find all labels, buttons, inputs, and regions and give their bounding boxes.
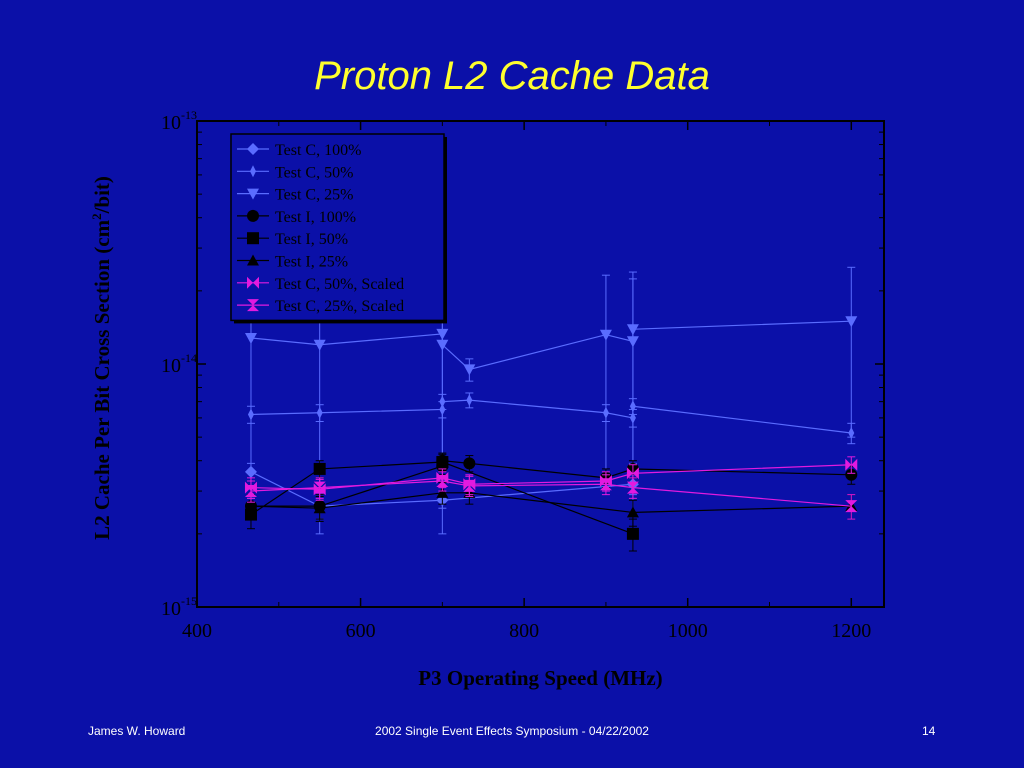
data-point: [599, 329, 612, 341]
y-tick-label: 10-14: [161, 351, 197, 377]
y-tick-label: 10-15: [161, 594, 197, 620]
series-test-c-50: [246, 392, 856, 445]
series-line: [250, 492, 852, 514]
legend-item-test-i-100: Test I, 100%: [237, 209, 356, 226]
legend-box: [230, 133, 445, 322]
data-point: [626, 467, 633, 480]
data-point: [626, 481, 639, 488]
legend-label: Test I, 25%: [275, 254, 348, 271]
legend-label: Test I, 50%: [275, 231, 348, 248]
series-line: [250, 461, 634, 535]
x-tick-label: 800: [509, 620, 539, 642]
data-point: [313, 502, 326, 514]
legend-swatch-marker: [247, 276, 253, 289]
data-point-half: [313, 487, 326, 494]
series-line: [250, 320, 852, 371]
legend-swatch-marker: [247, 188, 259, 200]
data-point-half: [244, 491, 257, 498]
legend-swatch-marker-half: [253, 276, 259, 289]
x-axis-title: P3 Operating Speed (MHz): [418, 666, 662, 690]
data-point: [436, 339, 449, 351]
data-point: [244, 500, 257, 512]
legend-swatch-marker: [247, 254, 259, 266]
x-tick-label: 1000: [668, 620, 708, 642]
data-point-half: [626, 487, 639, 494]
data-point: [466, 394, 473, 407]
y-axis-title: L2 Cache Per Bit Cross Section (cm2/bit): [89, 176, 114, 540]
series-line: [250, 399, 852, 434]
legend-item-test-i-25: Test I, 25%: [237, 254, 348, 271]
legend-item-test-i-50: Test I, 50%: [237, 231, 348, 248]
data-point-half: [463, 485, 476, 492]
data-point: [626, 324, 639, 336]
legend-label: Test C, 25%, Scaled: [275, 298, 404, 315]
data-point: [845, 316, 858, 328]
legend-item-test-c-25: Test C, 25%: [237, 187, 353, 204]
legend-swatch-marker-half: [247, 305, 259, 312]
series-test-c-25-scaled: [244, 471, 858, 520]
legend-label: Test C, 50%: [275, 164, 353, 181]
data-point: [599, 478, 612, 485]
slide-title: Proton L2 Cache Data: [314, 54, 710, 98]
footer-event: 2002 Single Event Effects Symposium - 04…: [375, 724, 649, 738]
x-tick-label: 400: [182, 620, 212, 642]
data-point: [313, 481, 326, 488]
legend-swatch-marker: [247, 299, 259, 306]
data-point-half: [845, 506, 858, 513]
data-point-half: [436, 481, 449, 488]
data-point-half: [851, 458, 858, 471]
y-tick-label: 10-13: [161, 108, 197, 134]
legend-label: Test I, 100%: [275, 209, 356, 226]
x-tick-label: 1200: [831, 620, 871, 642]
legend-item-test-c-25-scaled: Test C, 25%, Scaled: [237, 298, 404, 315]
series-test-i-25: [244, 482, 858, 527]
data-point: [313, 339, 326, 351]
data-point: [463, 457, 476, 470]
data-point: [313, 462, 326, 475]
legend-label: Test C, 50%, Scaled: [275, 276, 404, 293]
legend-label: Test C, 100%: [275, 142, 361, 159]
legend-swatch-marker: [247, 232, 259, 245]
series-test-c-50-scaled: [244, 456, 858, 501]
footer-author: James W. Howard: [88, 724, 186, 738]
data-point: [626, 527, 639, 540]
legend-item-test-c-100: Test C, 100%: [237, 142, 361, 159]
data-point: [463, 479, 476, 486]
data-point: [244, 332, 257, 344]
footer-page-number: 14: [922, 724, 936, 738]
data-point: [436, 486, 449, 498]
data-point: [845, 468, 858, 481]
data-point: [436, 456, 449, 469]
legend-swatch-marker: [247, 209, 259, 222]
data-point-half: [599, 484, 612, 491]
data-point: [436, 475, 449, 482]
legend-item-test-c-50-scaled: Test C, 50%, Scaled: [237, 276, 404, 293]
data-point: [463, 364, 476, 376]
legend-label: Test C, 25%: [275, 187, 353, 204]
legend-swatch-marker: [250, 165, 256, 178]
data-point: [845, 458, 852, 471]
legend-swatch-marker: [247, 143, 259, 155]
x-tick-label: 600: [346, 620, 376, 642]
data-point: [244, 485, 257, 492]
legend-item-test-c-50: Test C, 50%: [237, 164, 353, 181]
series-line: [250, 464, 852, 490]
data-point: [626, 506, 639, 518]
data-point: [845, 500, 858, 507]
data-point-half: [632, 467, 639, 480]
